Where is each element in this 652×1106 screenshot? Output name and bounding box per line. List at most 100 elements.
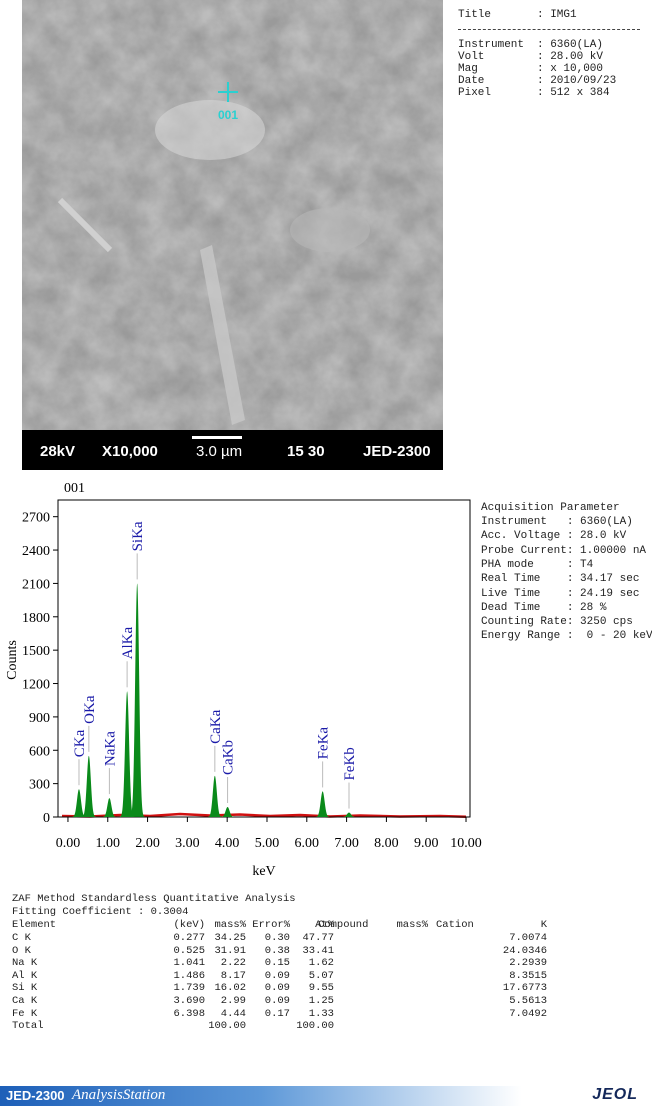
table-cell: 1.33 (308, 1007, 334, 1020)
table-cell: 0.09 (264, 995, 290, 1007)
footer-bar: JED-2300 AnalysisStation JEOL (0, 1086, 652, 1106)
peak-label: CKa (72, 729, 88, 757)
info-label: Pixel (458, 87, 492, 99)
table-header: (keV) (173, 919, 205, 931)
peak (341, 812, 357, 817)
table-cell: 4.44 (220, 1007, 246, 1020)
x-tick-label: 0.00 (56, 836, 81, 851)
table-cell: 5.07 (308, 969, 334, 982)
x-tick-label: 9.00 (414, 836, 439, 851)
y-axis-label: Counts (5, 640, 20, 680)
acq-row: Instrument : 6360(LA) (481, 516, 633, 528)
table-cell: 47.77 (302, 932, 334, 944)
table-cell: 0.525 (173, 944, 205, 957)
y-tick-label: 300 (29, 778, 50, 793)
bar-text: 15 30 (287, 443, 325, 460)
acq-row: PHA mode : T4 (481, 558, 594, 571)
peak-label: AlKa (120, 626, 136, 659)
table-cell: O K (12, 944, 31, 957)
table-cell: 16.02 (214, 982, 246, 995)
table-cell: 17.6773 (502, 982, 547, 995)
acq-row: Counting Rate: 3250 cps (481, 616, 633, 629)
x-tick-label: 7.00 (334, 836, 359, 851)
table-cell: 24.0346 (502, 944, 547, 957)
table-cell: 33.41 (302, 944, 334, 957)
peak-label: SiKa (130, 521, 146, 551)
acq-row: Energy Range : 0 - 20 keV (481, 630, 652, 643)
brand-logo: JEOL (592, 1086, 638, 1103)
x-tick-label: 1.00 (96, 836, 121, 851)
table-cell: 3.690 (173, 995, 205, 1007)
bar-text: JED-2300 (363, 443, 431, 460)
spectrum-chart: 001 Counts keV 0 300 600 900 1200 1500 1800 210… (5, 481, 482, 879)
table-cell: C K (12, 932, 31, 944)
info-divider (458, 29, 640, 30)
table-header: Element (12, 919, 57, 931)
chart-title: 001 (64, 481, 85, 496)
info-label: Instrument (458, 39, 525, 51)
table-cell: 1.62 (308, 957, 334, 970)
peak (71, 789, 87, 817)
marker-label: 001 (218, 108, 238, 122)
bar-text: 3.0 µm (196, 443, 242, 460)
table-cell: 1.25 (308, 995, 334, 1007)
table-cell: Al K (12, 969, 38, 982)
table-cell: 100.00 (208, 1020, 246, 1033)
peak-label: FeKa (316, 727, 332, 760)
table-cell: 1.486 (173, 969, 205, 982)
table-cell: 31.91 (214, 944, 246, 957)
suite-name: AnalysisStation (72, 1087, 166, 1103)
peak-label: CaKb (221, 740, 237, 775)
table-cell: Na K (12, 957, 38, 970)
info-value: : 28.00 kV (537, 51, 604, 63)
info-value: : 512 x 384 (537, 87, 610, 99)
table-header: Error% (252, 919, 290, 931)
y-tick-label: 1800 (22, 611, 50, 626)
table-cell: 6.398 (173, 1007, 205, 1020)
particle (290, 208, 370, 252)
peak (314, 791, 331, 817)
info-label: Mag (458, 63, 478, 75)
peak (119, 691, 136, 817)
peak (80, 755, 97, 817)
y-tick-label: 0 (43, 811, 50, 826)
table-subtitle: Fitting Coefficient : 0.3004 (12, 906, 189, 918)
peak (129, 583, 146, 817)
table-cell: Si K (12, 982, 38, 995)
acq-title: Acquisition Parameter (481, 502, 620, 514)
x-tick-label: 3.00 (175, 836, 200, 851)
peak-label: FeKb (342, 747, 358, 780)
plot-frame (57, 499, 471, 818)
table-cell: Total (12, 1020, 44, 1033)
table-cell: 0.17 (264, 1007, 290, 1020)
table-cell: 1.041 (173, 957, 205, 970)
product-name: JED-2300 (6, 1088, 65, 1103)
table-cell: 8.3515 (509, 969, 547, 982)
marker-cross (218, 82, 238, 102)
x-tick-label: 4.00 (215, 836, 240, 851)
table-cell: 7.0074 (509, 932, 547, 944)
peak-label: NaKa (102, 731, 118, 766)
table-cell: 100.00 (296, 1020, 334, 1033)
y-tick-label: 2100 (22, 577, 50, 592)
peak (101, 798, 118, 817)
x-tick-label: 10.00 (450, 836, 482, 851)
table-cell: 2.2939 (509, 957, 547, 970)
table-cell: 34.25 (214, 932, 246, 944)
table-cell: 0.30 (264, 932, 290, 944)
acq-row: Live Time : 24.19 sec (481, 587, 640, 600)
scale-bar (192, 436, 242, 439)
table-cell: 8.17 (220, 969, 246, 982)
x-axis-label: keV (252, 864, 275, 879)
bar-text: X10,000 (102, 443, 158, 460)
table-cell: 0.277 (173, 932, 205, 944)
table-header: K (540, 919, 547, 931)
info-value: : IMG1 (537, 9, 577, 21)
info-value: : 6360(LA) (537, 39, 604, 51)
table-cell: 2.99 (220, 995, 246, 1007)
sem-image: 001 28kV X10,000 3.0 µm 15 30 JED-2300 (22, 0, 443, 470)
table-cell: 0.15 (264, 957, 290, 970)
y-tick-label: 2400 (22, 544, 50, 559)
info-label: Volt (458, 51, 485, 63)
